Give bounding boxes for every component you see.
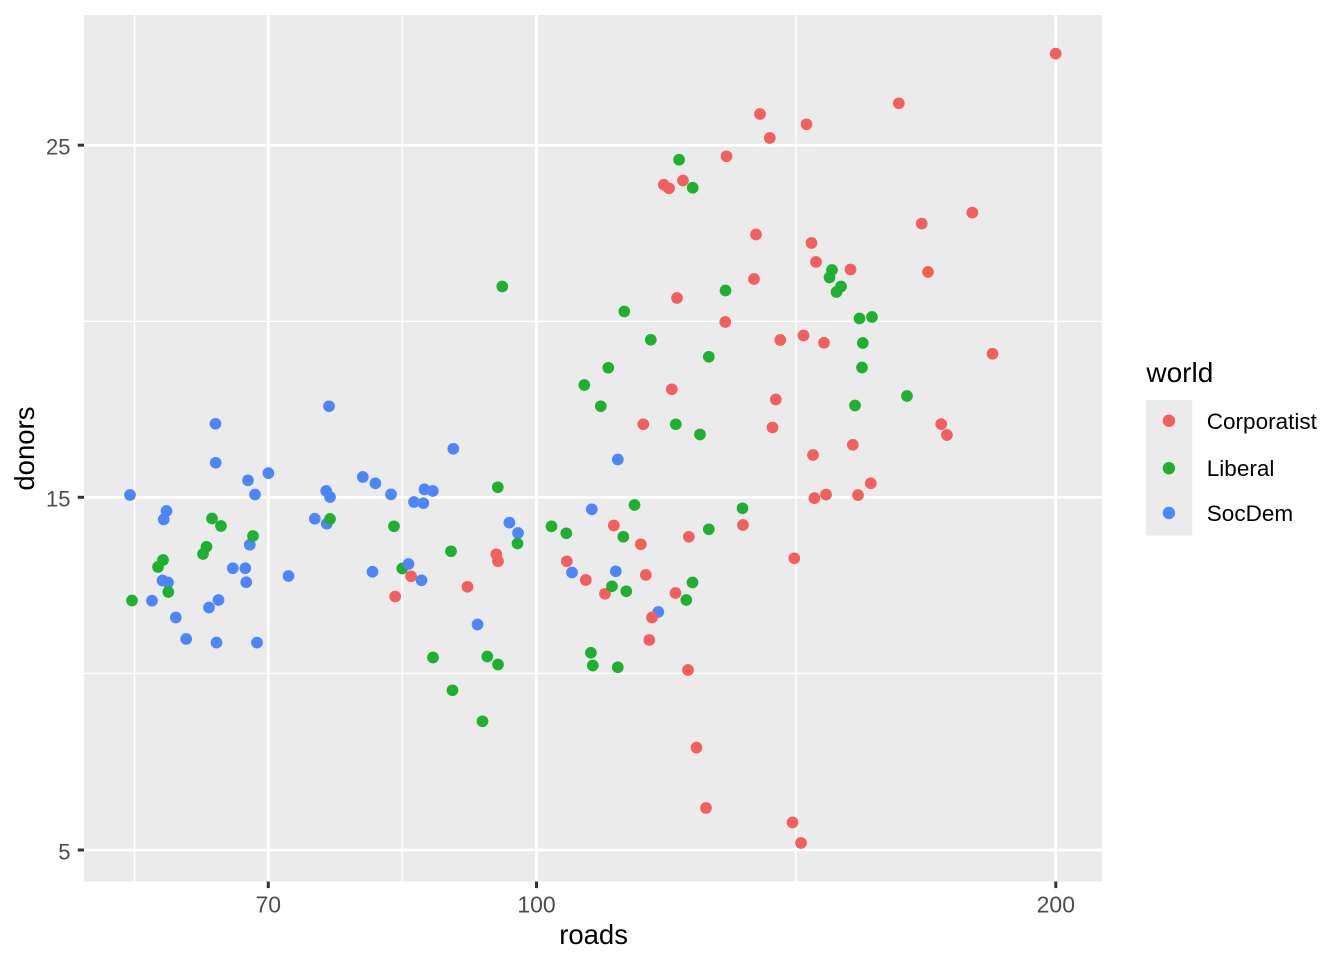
svg-text:25: 25 [46, 135, 70, 160]
svg-text:15: 15 [46, 487, 70, 512]
svg-text:200: 200 [1037, 891, 1075, 917]
svg-text:100: 100 [517, 891, 555, 917]
svg-text:Liberal: Liberal [1207, 456, 1275, 481]
svg-text:SocDem: SocDem [1207, 501, 1293, 526]
svg-text:5: 5 [58, 839, 70, 864]
svg-text:world: world [1145, 357, 1213, 388]
svg-text:70: 70 [256, 891, 282, 917]
svg-text:roads: roads [559, 919, 628, 950]
svg-text:donors: donors [9, 407, 40, 491]
svg-text:Corporatist: Corporatist [1207, 409, 1318, 434]
